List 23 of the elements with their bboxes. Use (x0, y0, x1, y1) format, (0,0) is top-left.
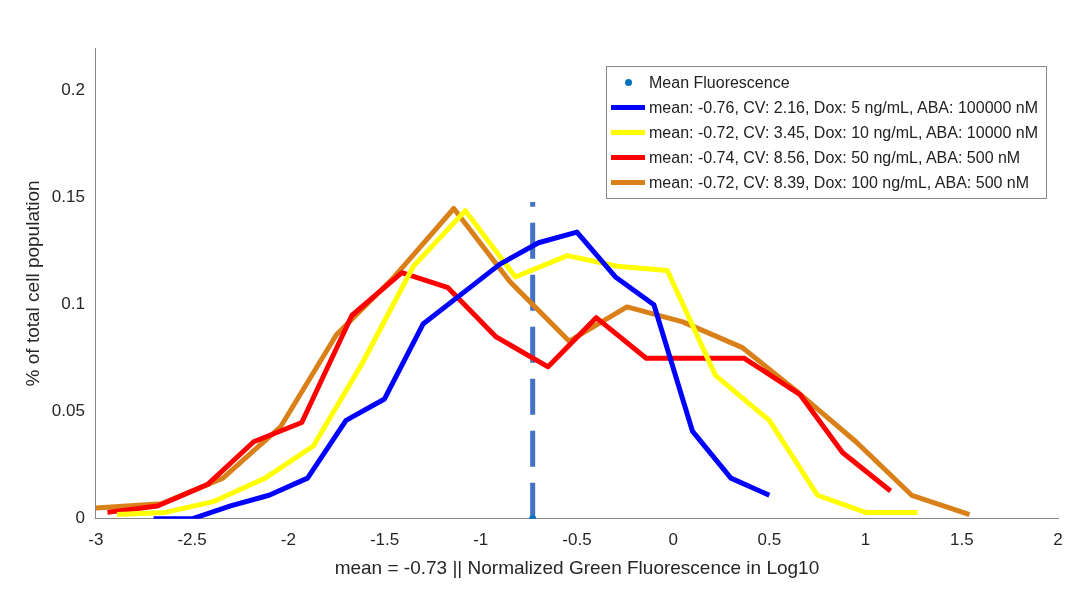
y-tick-label: 0.15 (51, 187, 85, 207)
x-tick-label: -2.5 (177, 529, 207, 549)
x-tick-label: -1.5 (369, 529, 400, 549)
y-axis-title: % of total cell population (21, 180, 43, 387)
x-tick-label: 0 (668, 529, 678, 549)
x-tick-label: 1 (860, 529, 871, 549)
y-tick-label: 0.05 (51, 401, 85, 421)
x-tick-label: -3 (88, 529, 104, 549)
x-axis-title: mean = -0.73 || Normalized Green Fluorescence in Log10 (334, 556, 820, 578)
legend-label: Mean Fluorescence (649, 73, 790, 93)
x-tick-label: 0.5 (757, 529, 782, 549)
y-tick-label: 0.1 (61, 294, 85, 314)
legend-label: mean: -0.74, CV: 8.56, Dox: 50 ng/mL, ABA: 500 nM (649, 148, 1021, 168)
y-tick-label: 0 (75, 508, 85, 528)
legend-label: mean: -0.76, CV: 2.16, Dox: 5 ng/mL, ABA: 100000 nM (649, 98, 1038, 118)
y-tick-label: 0.2 (61, 80, 85, 100)
x-tick-label: -2 (280, 529, 296, 549)
x-tick-label: 2 (1053, 529, 1063, 549)
x-tick-label: 1.5 (949, 529, 974, 549)
x-tick-label: -0.5 (562, 529, 592, 549)
x-tick-label: -1 (473, 529, 489, 549)
legend-label: mean: -0.72, CV: 8.39, Dox: 100 ng/mL, ABA: 500 nM (649, 173, 1030, 193)
legend-label: mean: -0.72, CV: 3.45, Dox: 10 ng/mL, ABA: 10000 nM (649, 123, 1038, 143)
